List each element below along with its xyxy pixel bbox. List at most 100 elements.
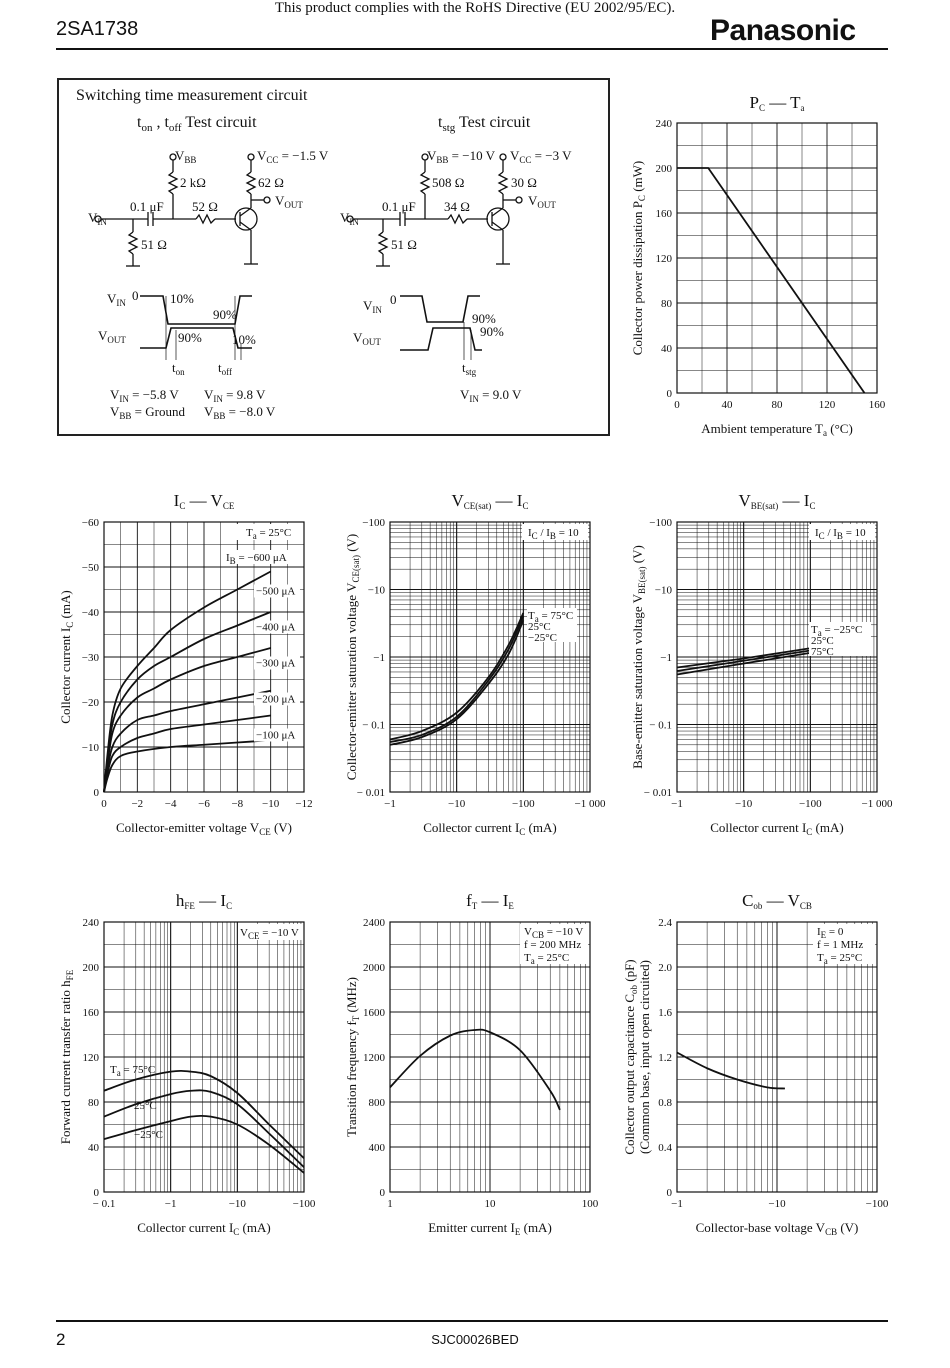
temp-label: Ta = −25°C: [811, 624, 862, 638]
series-group: [389, 1028, 561, 1111]
series-line-3: [676, 652, 811, 676]
condition-label: Ta = 25°C: [246, 527, 291, 541]
y-tick-label: −10: [82, 742, 100, 754]
svg-text:VBB = Ground: VBB = Ground: [110, 404, 185, 421]
y-tick-label: −100: [362, 517, 385, 529]
y-tick-label: 240: [83, 917, 100, 929]
x-tick-label: −1: [671, 1198, 683, 1210]
cob-vcb-chart: −1 −10 −100 0 0.4 0.8 1.2 1.6 2.0 2.4 Cob — VCB Col…: [622, 891, 889, 1237]
grid: [676, 122, 878, 394]
series-line-6: [103, 739, 271, 793]
y-tick-label: 0: [380, 1187, 386, 1199]
y-tick-label: 0: [667, 1187, 673, 1199]
svg-text:51 Ω: 51 Ω: [391, 237, 417, 252]
y-tick-label: 2.0: [658, 962, 672, 974]
svg-text:52 Ω: 52 Ω: [192, 199, 218, 214]
x-tick-label: −4: [165, 798, 177, 810]
y-tick-label: 160: [656, 208, 673, 220]
x-axis-label: Collector current IC (mA): [423, 820, 556, 837]
y-axis-label: Forward current transfer ratio hFE: [58, 969, 75, 1144]
curve-label: 25°C: [528, 621, 551, 633]
y-tick-label: − 0.1: [649, 720, 672, 732]
svg-text:VCC = −1.5 V: VCC = −1.5 V: [257, 148, 329, 165]
temp-label: Ta = 75°C: [110, 1064, 155, 1078]
svg-text:90%: 90%: [213, 307, 237, 322]
switching-title: Switching time measurement circuit: [76, 87, 308, 104]
y-axis-label-2: (Common base, input open circuited): [637, 960, 652, 1154]
y-tick-label: −40: [82, 607, 100, 619]
series-line-1: [676, 647, 811, 669]
switching-circuit-diagram: Switching time measurement circuit ton ,…: [76, 87, 572, 421]
x-tick-label: −100: [799, 798, 822, 810]
circuit2-waveforms: [400, 295, 482, 351]
svg-text:VIN = 9.8 V: VIN = 9.8 V: [204, 387, 266, 404]
condition-label: IE = 0: [817, 926, 844, 940]
series-line-3: [103, 1114, 305, 1174]
series-line-2: [676, 649, 811, 672]
circuit2-schematic: [346, 153, 523, 267]
condition-label: VCB = −10 V: [524, 926, 583, 940]
brand-logo: Panasonic: [710, 14, 856, 47]
svg-text:ton: ton: [172, 360, 185, 377]
x-tick-label: −1: [384, 798, 396, 810]
circuit1-waveforms: [140, 295, 252, 349]
plot-frame: [676, 921, 878, 1193]
grid: [103, 921, 305, 1193]
x-tick-label: 120: [819, 399, 836, 411]
condition-label: Ta = 25°C: [817, 952, 862, 966]
svg-text:90%: 90%: [480, 324, 504, 339]
y-tick-label: 40: [88, 1142, 100, 1154]
series-line-1: [389, 1028, 561, 1111]
series-line-4: [103, 689, 271, 793]
curve-label: −25°C: [528, 632, 557, 644]
y-tick-label: 400: [369, 1142, 386, 1154]
series-line-1: [389, 612, 525, 741]
series-line-1: [676, 1051, 785, 1090]
x-axis-label: Collector-base voltage VCB (V): [696, 1220, 859, 1237]
series-line-5: [103, 714, 271, 793]
y-tick-label: 2.4: [658, 917, 672, 929]
footer-rule: [56, 1320, 888, 1322]
y-axis-label: Collector power dissipation PC (mW): [630, 161, 647, 356]
grid: [676, 521, 878, 793]
y-tick-label: 1.6: [658, 1007, 672, 1019]
plot-frame: [103, 521, 305, 793]
x-tick-label: 160: [869, 399, 886, 411]
series-line-1: [677, 167, 866, 394]
curve-label: −300 μA: [256, 658, 295, 670]
chart-title: VBE(sat) — IC: [739, 491, 816, 511]
y-tick-label: −10: [368, 585, 386, 597]
plot-frame: [103, 921, 305, 1193]
y-axis-label: Collector output capacitance Cob (pF): [622, 959, 639, 1154]
x-tick-label: 100: [582, 1198, 599, 1210]
x-tick-label: −1 000: [862, 798, 893, 810]
ib-label: IB = −600 μA: [226, 552, 287, 566]
rohs-notice: This product complies with the RoHS Dire…: [274, 0, 676, 16]
x-axis-label: Ambient temperature Ta (°C): [701, 421, 853, 438]
hfe-ic-chart: − 0.1 −1 −10 −100 0 40 80 120 160 200 240 hFE — IC C…: [58, 891, 316, 1237]
y-tick-label: 40: [661, 343, 673, 355]
chart-title: fT — IE: [466, 891, 514, 911]
y-tick-label: −30: [82, 652, 100, 664]
svg-text:62 Ω: 62 Ω: [258, 175, 284, 190]
svg-text:VBB = −10 V: VBB = −10 V: [427, 148, 496, 165]
y-axis-label: Collector current IC (mA): [58, 590, 75, 723]
vcesat-ic-chart: −1 −10 −100 −1 000 − 0.01 − 0.1 −1 −10 −100 VCE(s…: [344, 491, 606, 837]
y-tick-label: − 0.01: [644, 787, 672, 799]
y-tick-label: −60: [82, 517, 100, 529]
series-line-2: [103, 611, 272, 793]
svg-text:0: 0: [390, 292, 397, 307]
circuit1-schematic: [94, 153, 271, 267]
chart-title: Cob — VCB: [742, 891, 812, 911]
y-tick-label: 200: [83, 962, 100, 974]
x-axis-label: Collector-emitter voltage VCE (V): [116, 820, 292, 837]
series-group: [103, 570, 272, 793]
curve-label: 75°C: [811, 646, 834, 658]
x-tick-label: −1: [671, 798, 683, 810]
plot-frame: [676, 521, 878, 793]
y-tick-label: 0: [94, 787, 100, 799]
svg-text:VIN: VIN: [363, 298, 382, 315]
curve-label: 25°C: [811, 635, 834, 647]
plot-frame: [389, 921, 591, 1193]
svg-text:VIN: VIN: [340, 210, 359, 227]
